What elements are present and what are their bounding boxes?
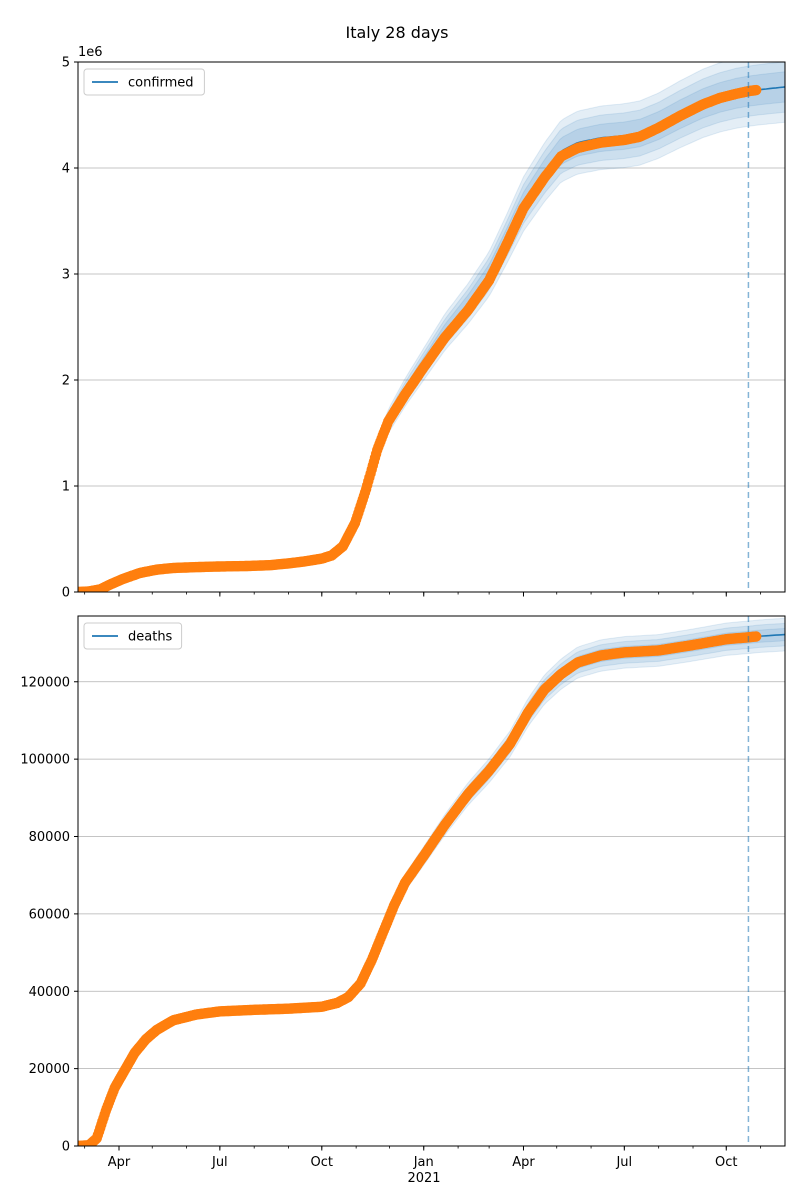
confirmed-panel: 0 1 2 3 4 5 1e6 confirmed — [62, 45, 786, 601]
x-year-label: 2021 — [407, 1171, 440, 1186]
y-tick-label: 1 — [62, 480, 70, 495]
uncertainty-band-2 — [78, 622, 785, 1146]
uncertainty-bands — [78, 617, 785, 1146]
model-line — [78, 633, 785, 1146]
legend: confirmed — [83, 68, 205, 96]
y-tick-label: 20000 — [29, 1062, 70, 1077]
y-tick-label: 60000 — [29, 907, 70, 922]
x-axis — [84, 592, 762, 597]
plot-area — [78, 617, 785, 1146]
axes-frame — [77, 615, 786, 1147]
y-axis: 0 1 2 3 4 5 — [62, 56, 78, 601]
observed-markers — [78, 84, 762, 592]
y-tick-label: 100000 — [20, 753, 70, 768]
uncertainty-bands — [78, 62, 785, 592]
legend-label: deaths — [128, 630, 173, 645]
legend-label: confirmed — [128, 76, 194, 91]
legend-box — [83, 68, 205, 96]
axes-frame — [77, 61, 786, 593]
plot-area — [78, 62, 785, 592]
y-offset-label: 1e6 — [78, 45, 103, 60]
x-tick-label: Apr — [512, 1155, 535, 1170]
y-tick-label: 3 — [62, 268, 70, 283]
x-tick-label: Jul — [615, 1155, 632, 1170]
y-tick-label: 40000 — [29, 985, 70, 1000]
legend-box — [83, 622, 183, 650]
y-tick-label: 2 — [62, 374, 70, 389]
y-tick-label: 4 — [62, 162, 70, 177]
x-tick-label: Apr — [108, 1155, 131, 1170]
legend: deaths — [83, 622, 183, 650]
observed-point — [751, 84, 762, 96]
observed-markers — [78, 631, 762, 1146]
x-tick-label: Jul — [211, 1155, 228, 1170]
y-tick-label: 0 — [62, 1140, 70, 1155]
y-axis: 0 20000 40000 60000 80000 100000 120000 — [20, 675, 78, 1155]
y-tick-label: 0 — [62, 586, 70, 601]
deaths-panel: 0 20000 40000 60000 80000 100000 120000 Apr Jul O… — [20, 615, 786, 1170]
uncertainty-band-1 — [78, 617, 785, 1146]
x-tick-label: Jan — [413, 1155, 434, 1170]
y-tick-label: 80000 — [29, 830, 70, 845]
y-gridlines — [78, 681, 785, 1147]
x-tick-label: Oct — [311, 1155, 333, 1170]
uncertainty-band-3 — [78, 71, 785, 592]
observed-point — [751, 631, 762, 642]
x-tick-label: Oct — [715, 1155, 737, 1170]
y-tick-label: 5 — [62, 56, 70, 71]
y-tick-label: 120000 — [20, 675, 70, 690]
x-axis: Apr Jul Oct Jan Apr Jul Oct — [84, 1146, 762, 1170]
figure-title: Italy 28 days — [345, 23, 448, 42]
